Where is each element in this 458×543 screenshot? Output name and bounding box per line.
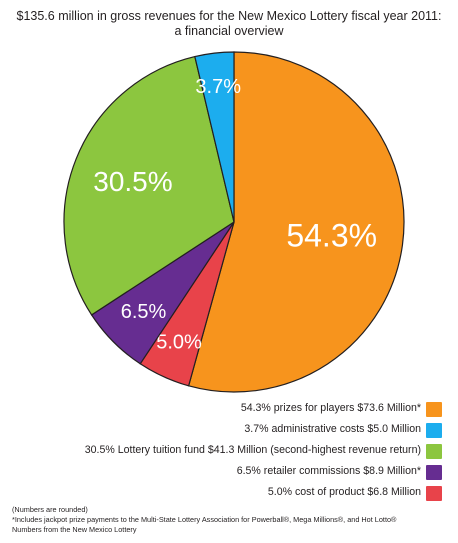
footnote-jackpot: *Includes jackpot prize payments to the … (12, 515, 396, 525)
legend-item: 5.0% cost of product $6.8 Million (60, 484, 448, 505)
legend-label: 54.3% prizes for players $73.6 Million* (241, 402, 421, 414)
footnote-source: Numbers from the New Mexico Lottery (12, 525, 396, 535)
legend-label: 30.5% Lottery tuition fund $41.3 Million… (85, 444, 421, 456)
slice-label: 6.5% (121, 301, 167, 323)
footnotes: (Numbers are rounded) *Includes jackpot … (12, 505, 396, 535)
footnote-rounding: (Numbers are rounded) (12, 505, 396, 515)
legend-item: 30.5% Lottery tuition fund $41.3 Million… (60, 442, 448, 463)
legend-label: 6.5% retailer commissions $8.9 Million* (237, 465, 421, 477)
legend-item: 3.7% administrative costs $5.0 Million (60, 421, 448, 442)
legend-swatch (426, 402, 442, 417)
legend-swatch (426, 423, 442, 438)
legend-swatch (426, 465, 442, 480)
pie-chart: 54.3% 5.0% 6.5% 30.5% 3.7% (0, 0, 458, 400)
slice-label: 3.7% (195, 76, 241, 98)
legend-item: 54.3% prizes for players $73.6 Million* (60, 400, 448, 421)
legend: 54.3% prizes for players $73.6 Million* … (60, 400, 448, 505)
slice-label: 5.0% (156, 332, 202, 354)
legend-label: 3.7% administrative costs $5.0 Million (244, 423, 421, 435)
slice-label: 54.3% (286, 217, 377, 253)
legend-label: 5.0% cost of product $6.8 Million (268, 486, 421, 498)
legend-swatch (426, 444, 442, 459)
legend-swatch (426, 486, 442, 501)
legend-item: 6.5% retailer commissions $8.9 Million* (60, 463, 448, 484)
slice-label: 30.5% (93, 166, 172, 197)
